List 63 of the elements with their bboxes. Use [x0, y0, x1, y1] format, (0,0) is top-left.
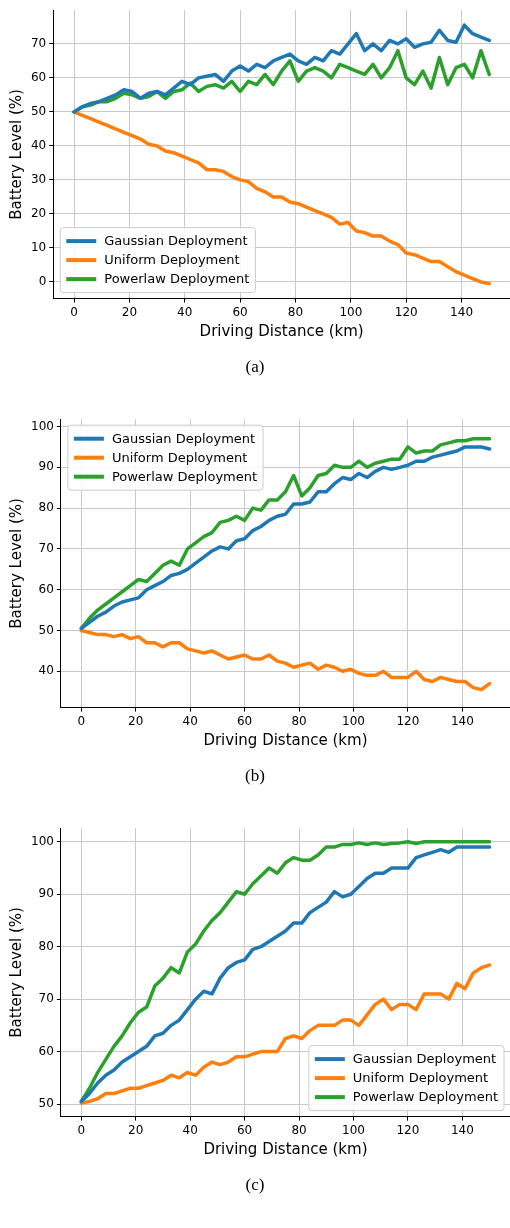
y-tick-label: 10: [30, 240, 47, 255]
x-tick-label: 0: [77, 1122, 86, 1137]
x-tick-label: 20: [121, 304, 138, 319]
x-tick-label: 140: [450, 713, 474, 728]
y-tick-label: 50: [38, 1096, 54, 1111]
text: (a): [244, 357, 266, 377]
x-tick-label: 20: [128, 1122, 144, 1137]
legend-label: Gaussian Deployment: [111, 431, 256, 447]
x-tick-label: 100: [342, 713, 365, 728]
y-tick-label: 80: [38, 938, 54, 953]
legend-label: Powerlaw Deployment: [104, 271, 250, 287]
y-tick-label: 70: [38, 991, 54, 1006]
y-tick-label: 40: [30, 138, 47, 153]
legend-label: Uniform Deployment: [104, 252, 240, 268]
y-tick-label: 50: [38, 622, 54, 637]
y-tick-label: 90: [38, 886, 54, 901]
x-tick-label: 40: [182, 713, 198, 728]
legend-label: Gaussian Deployment: [352, 1051, 497, 1067]
x-tick-label: 120: [396, 713, 420, 728]
x-axis-title: Driving Distance (km): [203, 1139, 368, 1158]
x-tick-label: 40: [182, 1122, 198, 1137]
x-tick-label: 120: [394, 304, 418, 319]
x-tick-label: 0: [70, 304, 78, 319]
y-tick-label: 50: [30, 104, 47, 119]
y-tick-label: 60: [38, 581, 54, 596]
x-tick-label: 80: [291, 1122, 307, 1137]
x-axis-title: Driving Distance (km): [199, 321, 364, 340]
y-axis-title: Battery Level (%): [6, 498, 25, 629]
y-tick-label: 70: [38, 541, 54, 556]
x-tick-label: 60: [232, 304, 248, 319]
y-tick-label: 100: [31, 833, 54, 848]
y-axis-title: Battery Level (%): [6, 89, 25, 220]
x-axis-title: Driving Distance (km): [203, 730, 368, 749]
y-tick-label: 20: [30, 206, 47, 221]
text: (b): [244, 766, 266, 786]
y-tick-label: 30: [30, 172, 47, 187]
y-tick-label: 100: [31, 418, 54, 433]
y-axis-title: Battery Level (%): [6, 907, 25, 1038]
y-tick-label: 0: [38, 274, 47, 289]
x-tick-label: 80: [287, 304, 304, 319]
x-tick-label: 120: [396, 1122, 420, 1137]
legend-label: Gaussian Deployment: [104, 233, 248, 249]
legend-label: Uniform Deployment: [352, 1070, 489, 1086]
x-tick-label: 20: [128, 713, 144, 728]
y-tick-label: 40: [38, 663, 54, 678]
y-tick-label: 70: [30, 35, 47, 50]
legend-label: Uniform Deployment: [111, 450, 248, 466]
x-tick-label: 100: [342, 1122, 365, 1137]
x-tick-label: 60: [236, 1122, 253, 1137]
x-tick-label: 40: [177, 304, 193, 319]
x-tick-label: 0: [77, 713, 86, 728]
y-tick-label: 90: [38, 459, 54, 474]
x-tick-label: 100: [339, 304, 363, 319]
y-tick-label: 60: [38, 1043, 54, 1058]
x-tick-label: 80: [291, 713, 307, 728]
x-tick-label: 140: [450, 304, 474, 319]
x-tick-label: 60: [236, 713, 253, 728]
y-tick-label: 80: [38, 500, 54, 515]
legend-label: Powerlaw Deployment: [111, 469, 258, 485]
x-tick-label: 140: [450, 1122, 474, 1137]
text: (c): [244, 1175, 266, 1195]
legend-label: Powerlaw Deployment: [352, 1089, 499, 1105]
y-tick-label: 60: [30, 70, 47, 84]
